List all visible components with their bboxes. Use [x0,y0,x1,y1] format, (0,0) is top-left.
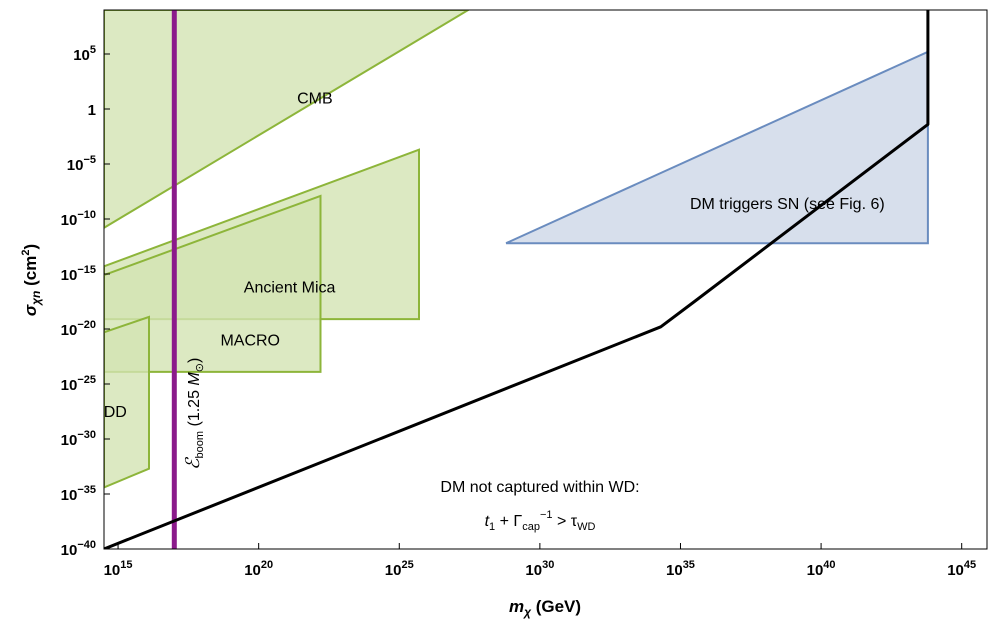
plot-frame [103,9,988,550]
not-captured-annotation: DM not captured within WD: [440,479,639,496]
y-tick-label: 10−10 [61,209,96,229]
y-axis: 10−40 10−35 10−30 10−25 10−20 10−15 10−10 10−5 1… [61,44,110,559]
y-tick-label: 105 [73,44,96,64]
y-tick-label: 10−35 [61,484,96,504]
region-dm-triggers-sn [505,50,929,245]
y-tick-label: 10−25 [61,374,96,394]
x-tick-label: 1035 [666,559,695,579]
eboom-label: ℰboom (1.25 M⊙) [183,358,206,470]
region-dd [104,315,150,489]
label-ancient-mica: Ancient Mica [244,280,336,297]
y-axis-title: σχn (cm2) [20,244,43,316]
label-dd: DD [104,404,127,421]
exclusion-regions [104,10,929,489]
y-tick-label: 10−20 [61,319,96,339]
x-tick-label: 1020 [244,559,273,579]
label-dm-triggers-sn: DM triggers SN (see Fig. 6) [690,196,885,213]
y-tick-label: 10−5 [67,154,96,174]
y-tick-label: 10−15 [61,264,96,284]
x-tick-label: 1045 [947,559,976,579]
label-macro: MACRO [220,333,280,350]
x-tick-label: 1015 [104,559,133,579]
region-labels: CMB Ancient Mica MACRO DD DM triggers SN (se… [104,91,885,422]
region-macro [104,194,322,373]
line-capture-boundary [104,10,930,549]
x-axis: 1015 1020 1025 1030 1035 1040 1045 [104,543,976,579]
region-cmb [104,10,471,229]
y-tick-label: 10−30 [61,429,96,449]
x-tick-label: 1040 [807,559,836,579]
y-tick-label: 10−40 [61,539,96,559]
x-tick-label: 1025 [385,559,414,579]
x-axis-title: mχ (GeV) [509,597,581,619]
capture-condition: t1 + Γcap−1 > τWD [485,509,596,533]
constraint-lines [104,10,930,549]
x-tick-label: 1030 [525,559,554,579]
label-cmb: CMB [297,91,333,108]
y-tick-label: 1 [88,102,96,119]
